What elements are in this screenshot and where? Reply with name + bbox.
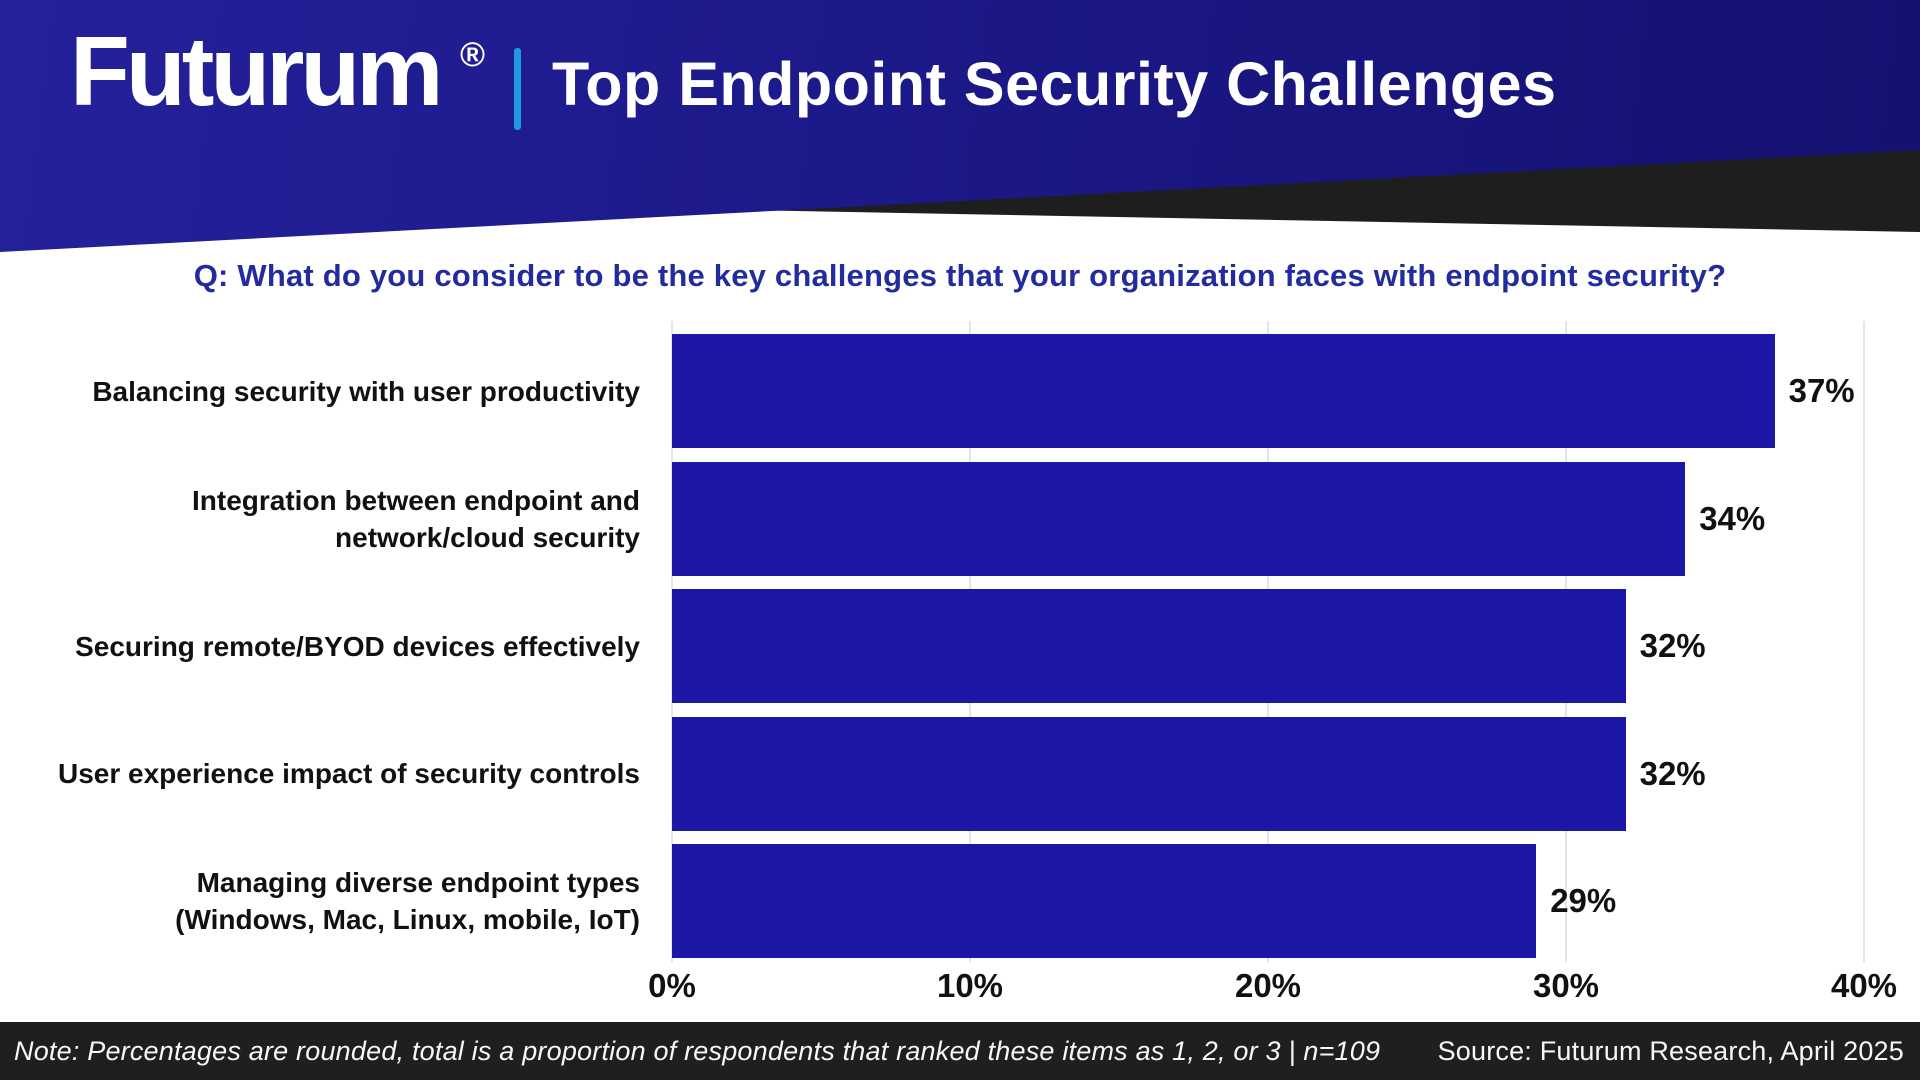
gridline [1863, 321, 1865, 962]
bar-value-label: 32% [1639, 754, 1706, 792]
bar [672, 334, 1775, 448]
header-banner: Futurum ® Top Endpoint Security Challeng… [0, 0, 1920, 252]
bar-value-label: 37% [1788, 372, 1855, 409]
footer-note: Note: Percentages are rounded, total is … [14, 1035, 1381, 1066]
registered-trademark-icon: ® [460, 36, 486, 74]
bar-value-label: 34% [1699, 499, 1766, 537]
page-title: Top Endpoint Security Challenges [552, 50, 1557, 118]
category-label: Managing diverse endpoint types (Windows… [175, 867, 640, 935]
x-tick-label: 10% [936, 967, 1004, 1004]
bar [672, 844, 1537, 958]
bar-value-label: 29% [1550, 882, 1617, 919]
x-tick-label: 20% [1234, 967, 1302, 1004]
x-tick-label: 40% [1830, 967, 1898, 1004]
footer-bar: Note: Percentages are rounded, total is … [0, 1022, 1920, 1080]
futurum-logo: Futurum [70, 15, 443, 126]
category-label: User experience impact of security contr… [58, 758, 640, 789]
bar-value-label: 32% [1639, 627, 1706, 664]
x-tick-label: 30% [1532, 967, 1600, 1004]
bar [672, 716, 1626, 831]
x-tick-label: 0% [648, 967, 696, 1004]
survey-question: Q: What do you consider to be the key ch… [193, 258, 1727, 293]
header-divider [514, 48, 521, 130]
footer-source: Source: Futurum Research, April 2025 [1437, 1035, 1904, 1066]
bar [672, 589, 1626, 703]
category-label: Securing remote/BYOD devices effectively [75, 630, 640, 662]
bar [672, 461, 1686, 576]
category-label: Balancing security with user productivit… [92, 375, 640, 407]
category-label: Integration between endpoint and network… [192, 484, 640, 553]
